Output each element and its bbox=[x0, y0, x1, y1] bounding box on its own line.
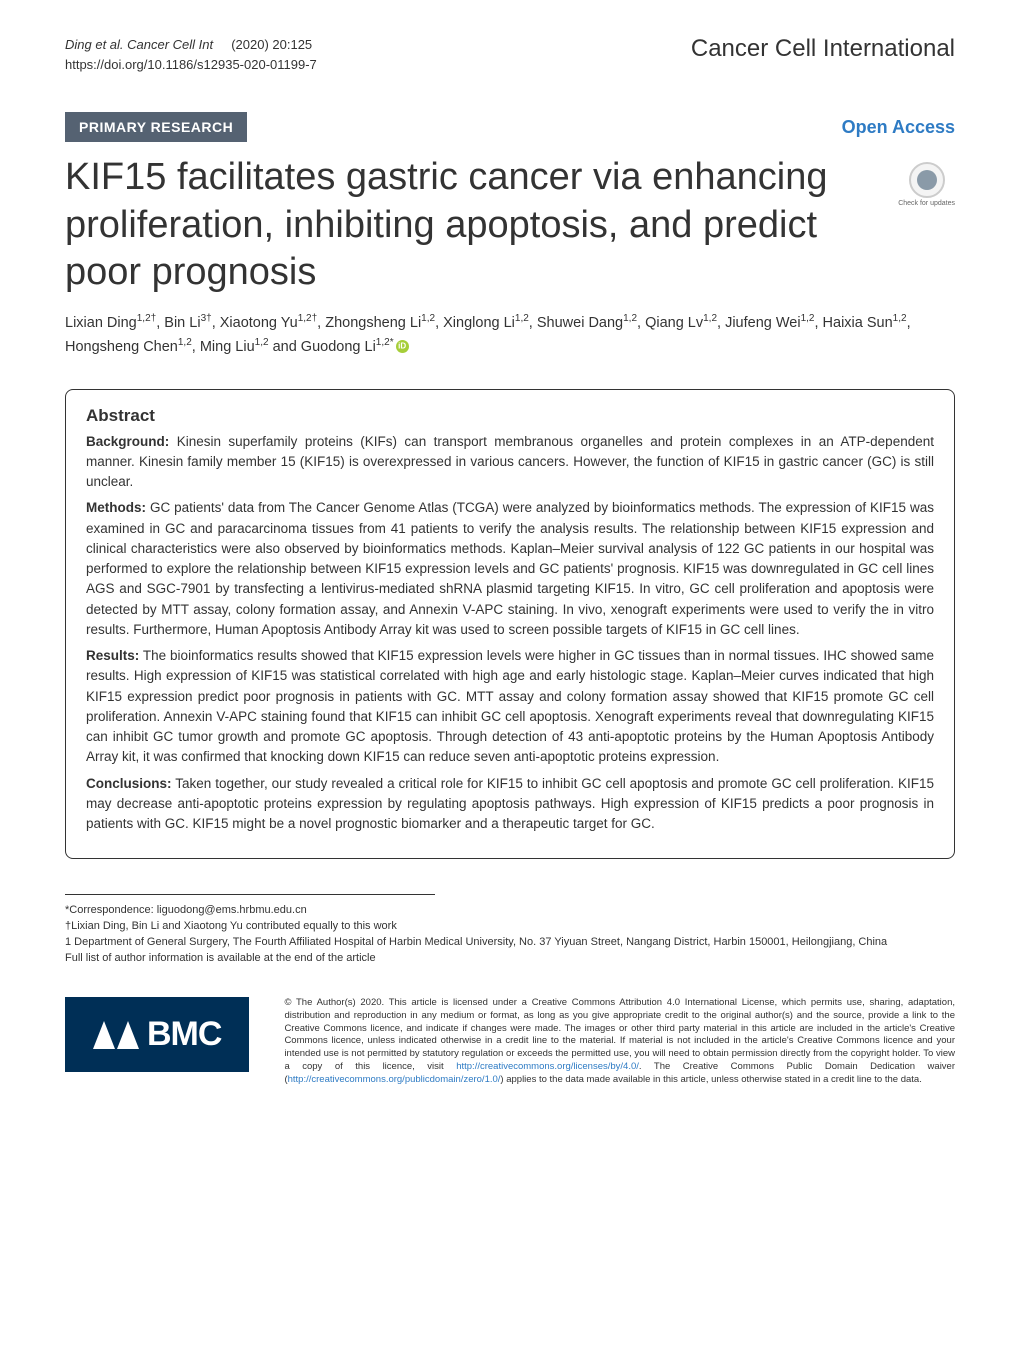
methods-text: GC patients' data from The Cancer Genome… bbox=[86, 500, 934, 637]
results-text: The bioinformatics results showed that K… bbox=[86, 648, 934, 764]
license-text: © The Author(s) 2020. This article is li… bbox=[284, 997, 955, 1087]
check-updates-icon bbox=[909, 162, 945, 198]
equal-contribution: †Lixian Ding, Bin Li and Xiaotong Yu con… bbox=[65, 919, 955, 935]
methods-label: Methods: bbox=[86, 500, 146, 515]
bmc-logo[interactable]: BMC bbox=[65, 997, 249, 1072]
footer-divider bbox=[65, 894, 435, 895]
abstract-results: Results: The bioinformatics results show… bbox=[86, 646, 934, 768]
bmc-text: BMC bbox=[147, 1015, 221, 1054]
license-link[interactable]: http://creativecommons.org/licenses/by/4… bbox=[456, 1061, 639, 1072]
background-text: Kinesin superfamily proteins (KIFs) can … bbox=[86, 434, 934, 490]
article-page: Ding et al. Cancer Cell Int (2020) 20:12… bbox=[0, 0, 1020, 1117]
doi-link[interactable]: https://doi.org/10.1186/s12935-020-01199… bbox=[65, 55, 317, 75]
title-row: KIF15 facilitates gastric cancer via enh… bbox=[65, 154, 955, 311]
orcid-icon[interactable] bbox=[396, 340, 409, 353]
citation-info: Ding et al. Cancer Cell Int (2020) 20:12… bbox=[65, 35, 317, 74]
abstract-methods: Methods: GC patients' data from The Canc… bbox=[86, 498, 934, 640]
waiver-link[interactable]: http://creativecommons.org/publicdomain/… bbox=[288, 1074, 501, 1085]
bottom-section: BMC © The Author(s) 2020. This article i… bbox=[65, 997, 955, 1087]
page-header: Ding et al. Cancer Cell Int (2020) 20:12… bbox=[65, 35, 955, 74]
background-label: Background: bbox=[86, 434, 169, 449]
abstract-conclusions: Conclusions: Taken together, our study r… bbox=[86, 774, 934, 835]
article-title: KIF15 facilitates gastric cancer via enh… bbox=[65, 154, 883, 297]
authors-list: Lixian Ding1,2†, Bin Li3†, Xiaotong Yu1,… bbox=[65, 311, 955, 359]
bmc-triangles-icon bbox=[93, 1021, 139, 1049]
abstract-heading: Abstract bbox=[86, 406, 934, 426]
article-type-badge: PRIMARY RESEARCH bbox=[65, 112, 247, 142]
full-author-list: Full list of author information is avail… bbox=[65, 951, 955, 967]
affiliation: 1 Department of General Surgery, The Fou… bbox=[65, 935, 955, 951]
abstract-background: Background: Kinesin superfamily proteins… bbox=[86, 432, 934, 493]
results-label: Results: bbox=[86, 648, 139, 663]
conclusions-label: Conclusions: bbox=[86, 776, 172, 791]
journal-name: Cancer Cell International bbox=[691, 35, 955, 63]
footer-info: *Correspondence: liguodong@ems.hrbmu.edu… bbox=[65, 903, 955, 967]
check-updates-button[interactable]: Check for updates bbox=[898, 162, 955, 208]
article-type-bar: PRIMARY RESEARCH Open Access bbox=[65, 112, 955, 142]
open-access-label: Open Access bbox=[842, 117, 955, 138]
citation-volume: (2020) 20:125 bbox=[217, 37, 312, 52]
citation-authors: Ding et al. Cancer Cell Int bbox=[65, 37, 213, 52]
conclusions-text: Taken together, our study revealed a cri… bbox=[86, 776, 934, 832]
abstract-box: Abstract Background: Kinesin superfamily… bbox=[65, 389, 955, 860]
correspondence: *Correspondence: liguodong@ems.hrbmu.edu… bbox=[65, 903, 955, 919]
check-updates-label: Check for updates bbox=[898, 200, 955, 208]
